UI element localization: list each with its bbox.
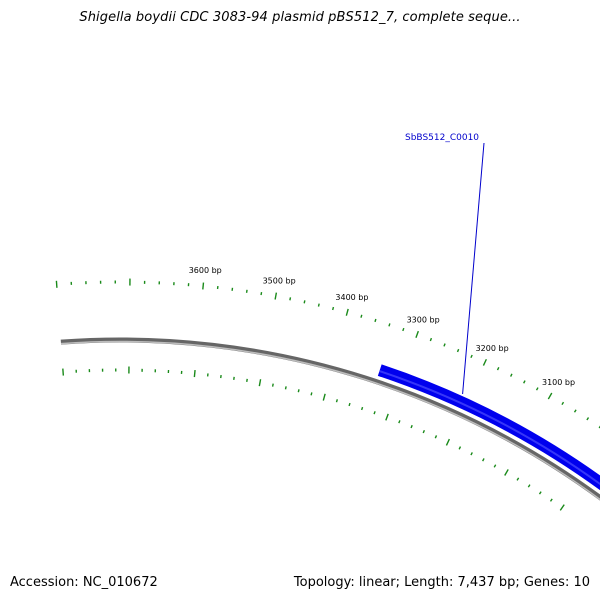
outer-minor-tick <box>573 409 577 413</box>
inner-major-tick <box>258 379 262 387</box>
tick-label: 3500 bp <box>263 276 296 285</box>
inner-minor-tick <box>482 458 485 462</box>
inner-major-tick <box>504 469 509 476</box>
inner-major-tick <box>62 368 65 376</box>
inner-minor-tick <box>493 464 497 468</box>
gene-label-leader <box>462 142 485 395</box>
inner-minor-tick <box>516 477 520 481</box>
inner-minor-tick <box>373 411 376 415</box>
gene-highlight <box>379 370 600 486</box>
tick-label: 3200 bp <box>476 344 509 353</box>
sequence-backbone <box>60 337 600 501</box>
outer-minor-tick <box>402 327 405 332</box>
outer-minor-tick <box>586 417 590 421</box>
backbone-arc <box>60 337 600 501</box>
inner-minor-tick <box>297 389 300 393</box>
outer-major-tick <box>274 292 278 300</box>
outer-major-tick <box>345 308 349 316</box>
gene-feature-track: SbBS512_C0010 <box>377 133 600 491</box>
inner-minor-tick <box>398 420 401 424</box>
inner-minor-tick <box>549 498 553 502</box>
outer-minor-tick <box>561 401 565 406</box>
outer-minor-tick <box>429 337 433 342</box>
outer-minor-tick <box>535 387 539 391</box>
outer-minor-tick <box>289 297 292 301</box>
inner-major-tick <box>322 393 326 401</box>
outer-major-tick <box>482 358 488 366</box>
inner-major-tick <box>385 413 389 421</box>
outer-minor-tick <box>360 314 363 318</box>
tick-label: 3300 bp <box>407 315 440 324</box>
inner-minor-tick <box>310 392 313 396</box>
inner-minor-tick <box>271 383 274 387</box>
backbone-highlight <box>60 340 600 501</box>
outer-major-tick <box>202 282 205 290</box>
outer-minor-tick <box>443 343 446 347</box>
inner-minor-tick <box>470 452 473 456</box>
inner-minor-tick <box>360 406 364 411</box>
outer-minor-tick <box>374 318 377 323</box>
outer-minor-tick <box>496 367 500 371</box>
inner-minor-tick <box>410 424 413 429</box>
inner-minor-tick <box>458 446 462 450</box>
inner-minor-tick <box>284 386 287 390</box>
inner-minor-tick <box>434 435 438 439</box>
outer-minor-tick <box>303 300 306 304</box>
outer-major-tick <box>55 280 58 288</box>
inner-major-tick <box>559 504 565 511</box>
outer-tick-ring <box>55 278 600 429</box>
map-title: Shigella boydii CDC 3083-94 plasmid pBS5… <box>79 10 521 25</box>
outer-minor-tick <box>317 303 320 307</box>
inner-minor-tick <box>538 491 542 495</box>
inner-minor-tick <box>348 402 351 407</box>
outer-minor-tick <box>332 306 335 311</box>
inner-tick-ring <box>62 366 565 511</box>
outer-minor-tick <box>388 323 391 327</box>
topology-summary: Topology: linear; Length: 7,437 bp; Gene… <box>293 575 590 590</box>
inner-minor-tick <box>527 484 531 488</box>
inner-major-tick <box>193 370 196 378</box>
tick-label: 3600 bp <box>189 266 222 275</box>
outer-minor-tick <box>456 348 460 353</box>
tick-label: 3400 bp <box>335 293 368 302</box>
inner-major-tick <box>445 438 451 446</box>
tick-labels: 3100 bp 3200 bp 3300 bp 3400 bp 3500 bp 3600 … <box>189 266 575 387</box>
inner-minor-tick <box>335 399 338 403</box>
inner-minor-tick <box>422 429 426 434</box>
accession-label: Accession: NC_010672 <box>10 575 158 590</box>
outer-major-tick <box>547 392 553 400</box>
outer-minor-tick <box>523 380 526 384</box>
outer-major-tick <box>415 330 419 338</box>
tick-label: 3100 bp <box>542 378 575 387</box>
outer-minor-tick <box>470 354 473 359</box>
gene-label: SbBS512_C0010 <box>405 133 479 143</box>
outer-minor-tick <box>510 373 513 377</box>
